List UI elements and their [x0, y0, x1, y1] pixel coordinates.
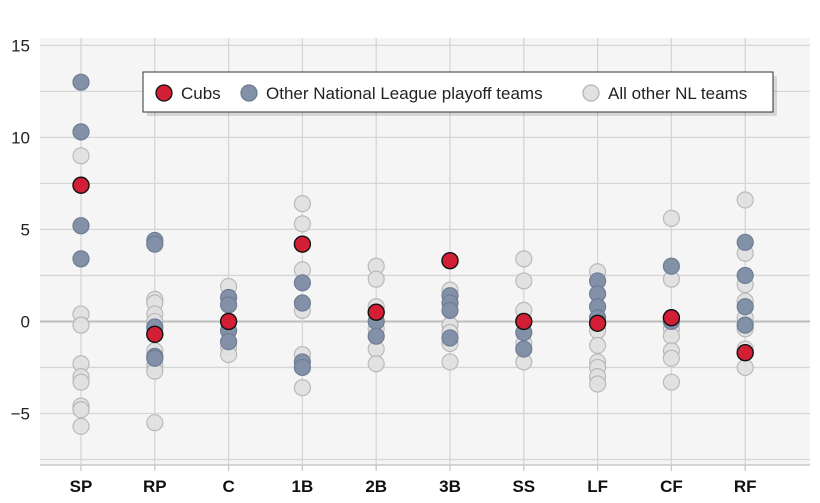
x-tick-label: RF	[734, 477, 757, 496]
data-point	[736, 298, 754, 316]
data-point	[736, 344, 754, 362]
data-point	[367, 327, 385, 345]
data-point	[736, 316, 754, 334]
data-point	[146, 349, 164, 367]
y-tick-label: 5	[21, 220, 30, 239]
data-point	[662, 209, 681, 227]
legend: Cubs Other National League playoff teams A…	[142, 71, 777, 116]
data-point	[367, 303, 385, 321]
data-point	[367, 270, 385, 288]
data-point	[441, 353, 459, 371]
data-point	[219, 312, 238, 331]
x-tick-label: RP	[143, 477, 167, 496]
data-point	[293, 235, 312, 253]
data-point	[736, 233, 754, 251]
data-point	[72, 123, 90, 141]
legend-label: Other National League playoff teams	[266, 84, 543, 103]
data-point	[72, 176, 90, 194]
data-point	[441, 252, 459, 270]
y-tick-label: 10	[11, 128, 30, 147]
data-point	[662, 349, 681, 367]
x-tick-label: 2B	[365, 477, 387, 496]
y-tick-label: −5	[11, 404, 30, 423]
data-point	[515, 250, 533, 268]
x-tick-label: LF	[587, 477, 608, 496]
data-points	[72, 73, 754, 435]
data-point	[293, 294, 311, 312]
data-point	[293, 215, 311, 233]
legend-label: All other NL teams	[608, 84, 747, 103]
data-point	[588, 314, 607, 332]
data-point	[662, 257, 681, 275]
data-point	[293, 379, 311, 397]
x-tick-label: SS	[512, 477, 535, 496]
data-point	[72, 401, 90, 419]
data-point	[72, 373, 90, 391]
y-tick-label: 15	[11, 36, 30, 55]
y-axis: −5 0 5 10 15	[11, 36, 30, 423]
x-tick-label: 1B	[292, 477, 314, 496]
data-point	[441, 301, 459, 319]
data-point	[736, 191, 754, 209]
data-point	[293, 358, 311, 377]
data-point	[72, 73, 90, 91]
legend-marker	[582, 84, 600, 102]
data-point	[220, 333, 238, 351]
x-tick-label: C	[222, 477, 234, 496]
legend-label: Cubs	[181, 84, 221, 103]
legend-marker	[240, 84, 258, 102]
data-point	[72, 217, 90, 235]
data-point	[662, 327, 681, 345]
data-point	[72, 316, 90, 334]
data-point	[588, 336, 607, 354]
data-point	[220, 296, 238, 314]
series-cubs	[72, 176, 754, 362]
data-point	[662, 309, 681, 327]
data-point	[515, 312, 533, 331]
data-point	[367, 355, 385, 373]
x-axis: SP RP C 1B 2B 3B SS LF CF RF	[70, 465, 757, 496]
x-tick-label: 3B	[439, 477, 461, 496]
data-point	[72, 250, 90, 268]
data-point	[515, 340, 533, 358]
data-point	[146, 235, 164, 253]
data-point	[146, 414, 164, 432]
data-point	[72, 417, 90, 435]
data-point	[441, 329, 459, 347]
data-point	[293, 195, 311, 213]
x-tick-label: CF	[660, 477, 683, 496]
data-point	[736, 266, 754, 285]
data-point	[736, 358, 754, 377]
data-point	[293, 274, 311, 292]
data-point	[146, 325, 164, 344]
data-point	[515, 272, 533, 290]
x-tick-label: SP	[70, 477, 93, 496]
legend-marker	[155, 84, 173, 102]
y-tick-label: 0	[21, 312, 30, 331]
data-point	[72, 147, 90, 165]
data-point	[588, 375, 607, 393]
data-point	[662, 373, 681, 391]
